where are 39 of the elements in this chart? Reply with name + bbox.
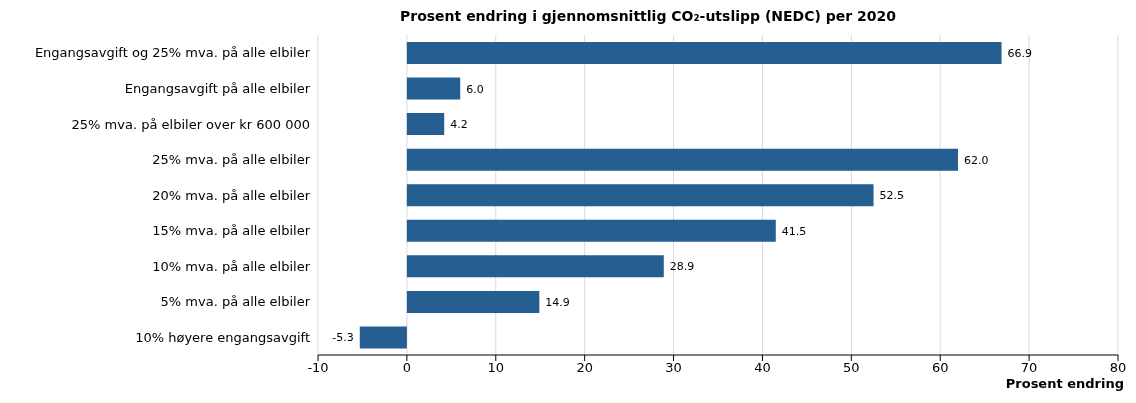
chart-title: Prosent endring i gjennomsnittlig CO₂-utslipp (NEDC) per 2020 — [399, 8, 897, 26]
x-tick-label: 70 — [1020, 360, 1038, 376]
bar — [406, 148, 958, 171]
x-axis-title: Prosent endring — [1004, 376, 1125, 391]
y-tick-label: Engangsavgift og 25% mva. på alle elbiler — [34, 45, 311, 61]
data-label: 28.9 — [669, 260, 695, 274]
data-label: 52.5 — [879, 189, 905, 203]
x-tick-label: 80 — [1109, 360, 1127, 376]
y-tick-label: 15% mva. på alle elbiler — [152, 223, 311, 239]
y-tick-label: Engangsavgift på alle elbiler — [124, 80, 311, 96]
data-label: 14.9 — [545, 295, 570, 309]
data-label: 6.0 — [466, 82, 484, 96]
data-label: 66.9 — [1007, 47, 1033, 60]
bar — [406, 219, 776, 242]
x-tick-label: 30 — [665, 360, 682, 376]
x-tick-label: 10 — [487, 360, 505, 376]
bar — [406, 255, 664, 278]
y-tick-label: 25% mva. på elbiler over kr 600 000 — [71, 116, 310, 132]
y-tick-label: 10% mva. på alle elbiler — [152, 258, 311, 274]
x-tick-label: 40 — [754, 360, 771, 376]
x-tick-label: 60 — [931, 360, 949, 376]
bar — [359, 326, 407, 349]
x-tick-label: 50 — [843, 360, 860, 376]
bar — [406, 290, 540, 313]
x-tick-label: 0 — [402, 360, 412, 376]
y-tick-label: 20% mva. på alle elbiler — [152, 187, 311, 203]
data-label: -5.3 — [332, 331, 354, 345]
bar — [406, 42, 1002, 64]
y-tick-label: 25% mva. på alle elbiler — [152, 152, 311, 168]
bar — [406, 184, 874, 207]
x-tick-label: 20 — [576, 360, 593, 376]
bar — [406, 113, 445, 136]
data-label: 41.5 — [781, 224, 807, 238]
data-label: 62.0 — [964, 153, 989, 167]
y-tick-label: 10% høyere engangsavgift — [135, 329, 310, 345]
y-tick-label: 5% mva. på alle elbiler — [160, 294, 311, 310]
data-label: 4.2 — [450, 118, 468, 132]
bar — [406, 77, 461, 100]
x-tick-label: -10 — [307, 360, 329, 376]
